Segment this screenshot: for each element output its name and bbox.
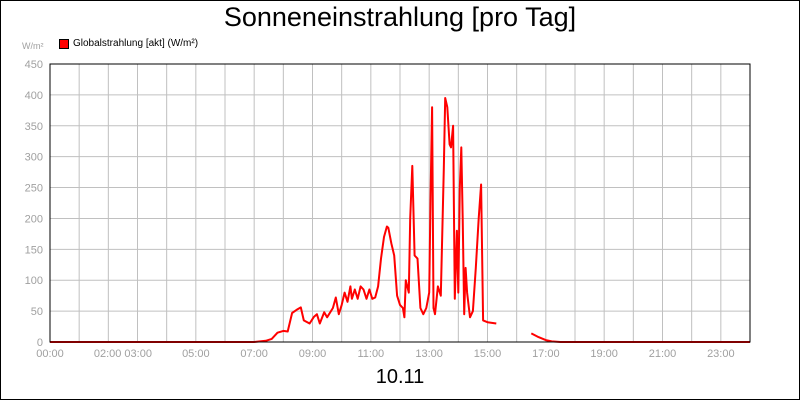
- chart-title: Sonneneinstrahlung [pro Tag]: [223, 2, 577, 32]
- x-tick-label: 11:00: [357, 348, 384, 360]
- x-tick-label: 23:00: [707, 348, 735, 360]
- x-axis-date-label: 10.11: [375, 366, 425, 388]
- y-tick-label: 400: [25, 90, 43, 102]
- legend-label: Globalstrahlung [akt] (W/m²): [73, 38, 199, 49]
- x-tick-label: 17:00: [532, 348, 560, 360]
- y-tick-label: 300: [25, 152, 43, 164]
- x-tick-label: 02:00 03:00: [94, 348, 152, 360]
- x-tick-label: 21:00: [649, 348, 677, 360]
- y-tick-label: 350: [25, 121, 43, 133]
- plot-border: [49, 63, 751, 343]
- legend-swatch: [59, 38, 69, 49]
- y-tick-label: 0: [37, 337, 43, 349]
- y-tick-label: 100: [25, 275, 43, 287]
- x-tick-label: 13:00: [415, 348, 443, 360]
- y-axis-unit-label: W/m²: [22, 41, 44, 51]
- x-tick-label: 05:00: [182, 348, 210, 360]
- y-tick-label: 50: [31, 306, 43, 318]
- series-line-globalstrahlung: [50, 97, 497, 343]
- x-tick-label: 19:00: [590, 348, 618, 360]
- y-tick-label: 250: [25, 183, 43, 195]
- legend: Globalstrahlung [akt] (W/m²): [59, 38, 198, 49]
- x-tick-label: 09:00: [299, 348, 327, 360]
- y-tick-label: 200: [25, 213, 43, 225]
- x-tick-label: 00:00: [36, 348, 64, 360]
- y-tick-label: 450: [25, 59, 43, 71]
- x-tick-label: 15:00: [474, 348, 502, 360]
- x-tick-label: 07:00: [240, 348, 268, 360]
- y-tick-label: 150: [25, 244, 43, 256]
